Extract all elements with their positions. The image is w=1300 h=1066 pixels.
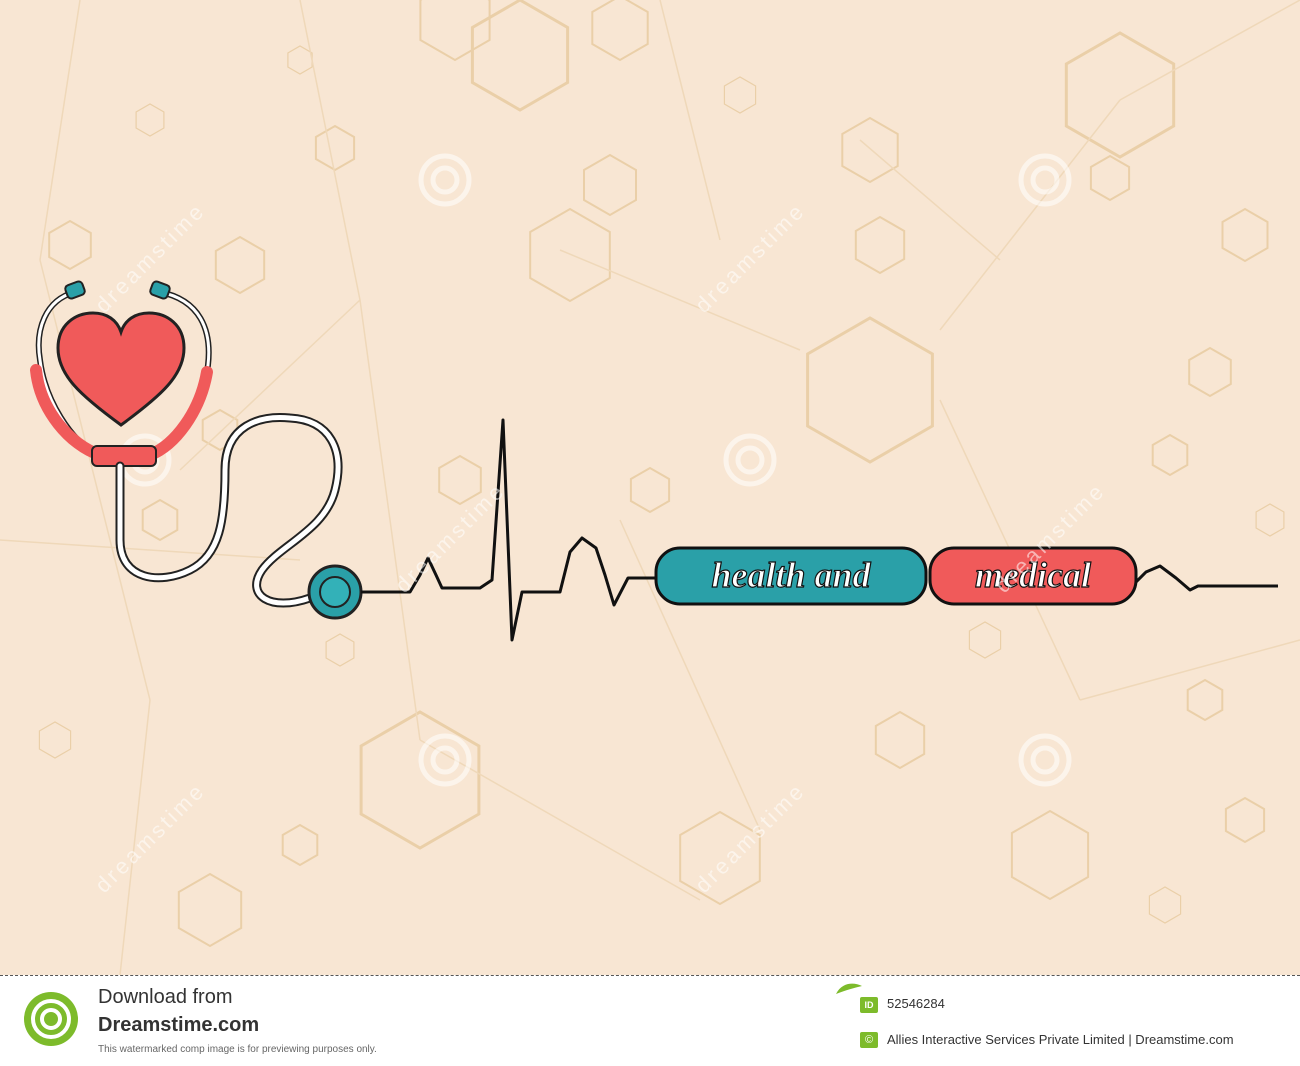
hexagon-shape [874, 710, 926, 770]
hexagon-shape [419, 0, 491, 62]
hexagon-shape [135, 103, 165, 137]
copyright-text[interactable]: Allies Interactive Services Private Limi… [887, 1032, 1234, 1047]
hexagon-shape [470, 0, 570, 112]
hexagon-shape [1255, 503, 1285, 537]
hexagon-shape [281, 823, 319, 867]
hexagon-shape [529, 207, 611, 303]
preview-note: This watermarked comp image is for previ… [98, 1044, 377, 1055]
hexagon-shape [841, 116, 899, 184]
hexagon-shape [314, 124, 356, 172]
leaf-icon [836, 983, 862, 994]
hexagon-shape [723, 76, 757, 114]
heart-icon [56, 311, 186, 427]
hexagon-shape [1224, 796, 1266, 844]
hexagon-shape [359, 710, 481, 850]
hexagon-shape [1010, 809, 1090, 901]
hexagon-shape [591, 0, 649, 62]
hexagon-shape [1089, 154, 1131, 202]
download-label: Download from [98, 986, 233, 1008]
dreamstime-logo-icon[interactable] [22, 990, 80, 1048]
artwork-canvas: health and medical [0, 0, 1300, 975]
hexagon-shape [1186, 678, 1224, 722]
id-badge: ID [860, 997, 878, 1013]
hexagon-shape [1221, 207, 1269, 263]
hexagon-shape [214, 235, 266, 295]
hexagon-shape [968, 621, 1002, 659]
hexagon-shape [325, 633, 355, 667]
hexagon-shape [629, 466, 671, 514]
hexagon-shape [177, 872, 243, 948]
headline: health and medical [654, 546, 1138, 606]
hexagon-shape [201, 408, 239, 452]
hexagon-shape [806, 316, 934, 464]
molecule-lines [0, 0, 1300, 975]
hexagon-shape [287, 45, 313, 75]
hexagon-shape [1151, 433, 1189, 477]
hexagon-shape [1148, 886, 1182, 924]
download-footer: Download from Dreamstime.com This waterm… [0, 975, 1300, 1066]
hexagon-shape [141, 498, 179, 542]
hexagon-background-pattern [38, 0, 1285, 948]
hexagon-shape [1064, 31, 1176, 159]
hexagon-shape [38, 721, 72, 759]
headline-text-part2: medical [975, 555, 1091, 595]
image-id: 52546284 [887, 996, 945, 1011]
ecg-line [361, 418, 1278, 642]
hexagon-shape [1188, 346, 1232, 398]
brand-link[interactable]: Dreamstime.com [98, 1014, 260, 1036]
copyright-icon: © [860, 1032, 878, 1048]
headline-text-part1: health and [711, 555, 871, 595]
hexagon-shape [679, 810, 761, 906]
hexagon-shape [438, 454, 482, 506]
hexagon-shape [48, 219, 92, 271]
stethoscope-icon [30, 280, 363, 620]
medical-artwork: health and medical dreamstime dreamstime… [0, 0, 1300, 975]
hexagon-shape [854, 215, 906, 275]
hexagon-shape [583, 153, 637, 217]
